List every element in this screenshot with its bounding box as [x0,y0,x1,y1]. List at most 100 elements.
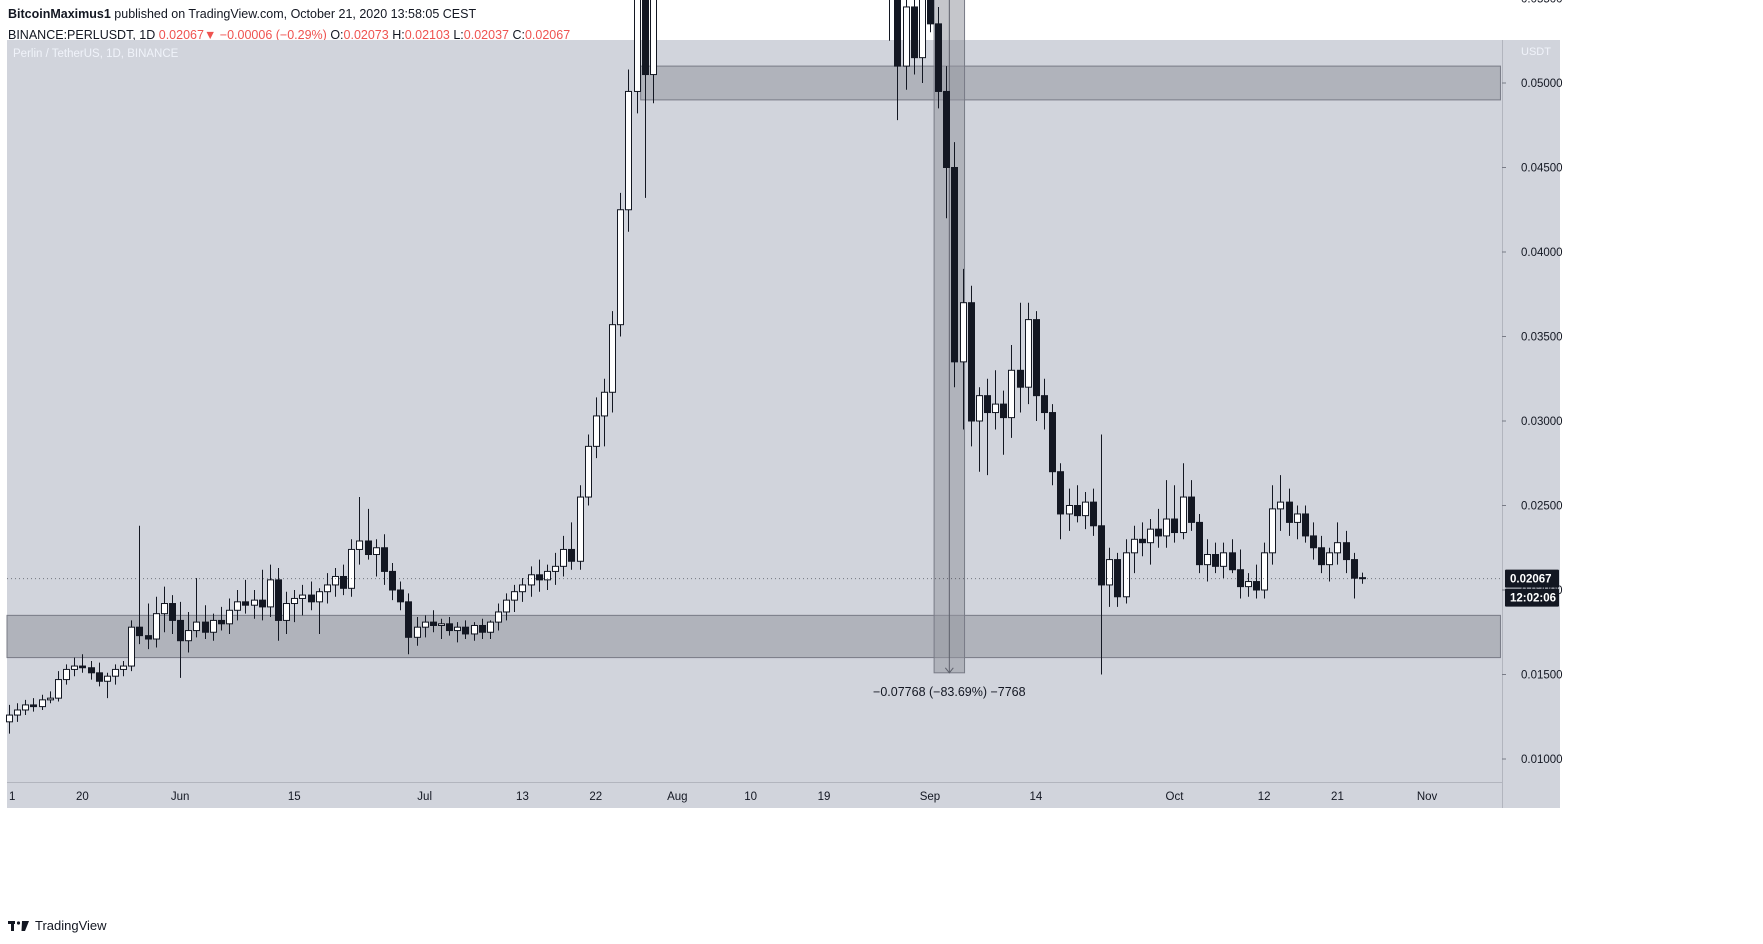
author-name[interactable]: BitcoinMaximus1 [8,7,111,21]
candle [552,552,559,585]
candle [405,593,412,655]
candle-body [1334,542,1341,554]
candle [951,142,958,388]
candle-body [511,591,518,601]
candle-body [960,302,967,363]
tradingview-brand[interactable]: TradingView [35,918,107,933]
price-tick-label: 0.05500 [1521,0,1563,6]
candle [308,581,315,611]
candle [1049,404,1056,486]
candle [1123,539,1130,604]
publish-line: BitcoinMaximus1 published on TradingView… [8,4,570,25]
candle [1220,542,1227,579]
candle-body [210,619,217,633]
candle [911,0,918,75]
candle [536,559,543,592]
candle [1057,463,1064,540]
candle [650,0,657,104]
candle-body [1114,559,1121,598]
candle-body [625,90,632,211]
candle-body [112,668,119,677]
candle [446,617,453,636]
candle [968,285,975,447]
candle [1310,522,1317,560]
candle-body [471,624,478,635]
candle [55,671,62,702]
chart-title: Perlin / TetherUS, 1D, BINANCE [13,48,179,60]
candle-body [373,547,380,556]
candle [1090,488,1097,536]
candle-body [935,23,942,92]
candle-body [381,547,388,572]
candle [1245,573,1252,597]
price-tick-label: 0.03000 [1521,416,1563,428]
candle-body [634,0,641,92]
candle [169,595,176,634]
tradingview-logo-icon[interactable] [8,920,30,932]
candle [218,606,225,631]
candle-body [71,665,78,670]
candle-body [39,699,46,708]
candle [299,584,306,616]
candle [324,573,331,604]
candle [601,378,608,447]
candle-body [365,540,372,556]
candle-body [136,626,143,637]
candle [79,654,86,673]
candle [316,588,323,634]
candle [1033,311,1040,421]
candle [625,69,632,232]
candle-body [552,565,559,572]
candle-body [332,575,339,586]
candle-body [568,548,575,562]
price-tick-label: 0.02500 [1521,501,1563,513]
candle-body [299,594,306,599]
candle-body [1008,369,1015,419]
time-tick-label: Aug [667,791,687,803]
measure-arrow-icon [944,667,954,674]
candle-body [479,624,486,633]
candle [356,497,363,565]
candle [889,0,890,41]
candle [177,601,184,678]
candle [202,605,209,640]
candle-body [919,0,926,59]
candle [1334,522,1341,565]
candle-body [894,0,901,67]
candle [251,590,258,619]
candle-body [1041,395,1048,414]
candle-body [22,704,29,711]
candle-body [96,672,103,682]
candle [503,593,510,621]
candle-body [63,668,70,681]
candle [487,620,494,640]
candle-body [577,496,584,562]
candle-body [593,415,600,447]
candle-body [218,619,225,625]
candle-body [348,548,355,589]
candle [104,672,111,699]
candle-body [446,623,453,632]
candle-body [1139,538,1146,544]
time-tick-label: Sep [920,791,940,803]
candle-body [951,167,958,363]
candle [642,0,649,198]
candle [1025,302,1032,405]
candle-body [145,635,152,640]
candle [30,698,37,712]
candle-body [291,597,298,605]
candle-body [536,574,543,581]
low-label: L: [453,28,464,42]
candle [585,434,592,506]
time-tick-label: 13 [516,791,529,803]
candle [935,6,942,109]
candle-body [462,626,469,635]
candle-body [903,6,910,67]
last-price-tag-text: 0.02067 [1510,574,1552,586]
price-tick-label: 0.04500 [1521,163,1563,175]
candle-body [650,0,657,76]
countdown-tag-text: 12:02:06 [1510,593,1556,605]
candle-body [1106,559,1113,586]
candle [39,694,46,710]
